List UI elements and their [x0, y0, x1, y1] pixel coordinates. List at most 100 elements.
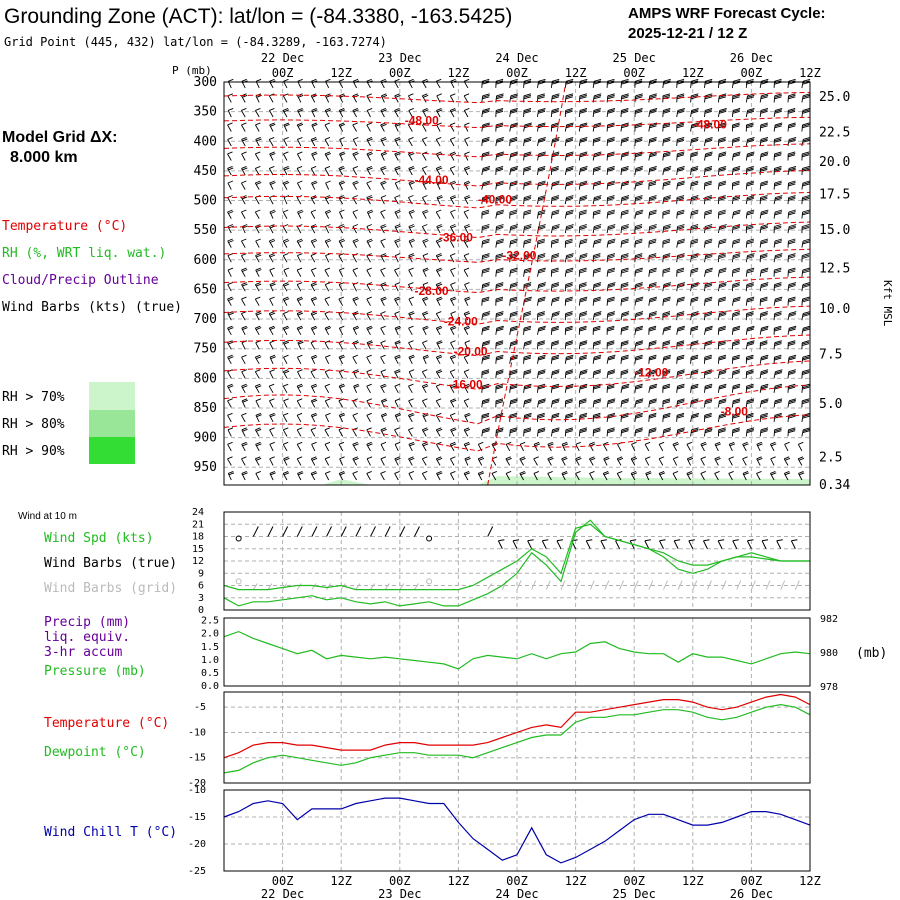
wind-barb — [422, 282, 429, 292]
wind-barb — [463, 253, 470, 263]
wind-barb — [324, 238, 332, 248]
wind-barb — [422, 209, 429, 219]
wind-barb — [408, 224, 415, 234]
wind-barb — [352, 180, 359, 190]
wind-barb — [537, 282, 546, 292]
wind-barb — [523, 136, 532, 147]
wind-barb — [523, 296, 532, 306]
wind-barb — [408, 412, 415, 423]
wind-barb — [408, 180, 415, 190]
wind-barb — [770, 441, 777, 452]
wind-barb — [745, 398, 755, 408]
wind-barb — [269, 412, 276, 423]
wind-barb — [449, 93, 456, 103]
wind-barb — [282, 296, 290, 306]
wind-barb — [745, 209, 755, 219]
surface-wind-barb-grid — [296, 583, 302, 590]
wind-barb — [564, 136, 574, 147]
wind-barb — [714, 456, 721, 466]
wind-barb — [436, 296, 443, 306]
day-label: 22 Dec — [261, 51, 304, 65]
wind-barb — [481, 165, 491, 176]
wind-barb — [620, 311, 630, 321]
wind-barb — [254, 296, 261, 306]
wind-barb — [578, 180, 588, 190]
wind-barb — [773, 93, 782, 103]
legend-wind-barbs-grid: Wind Barbs (grid) — [44, 581, 177, 596]
wind-barb — [352, 165, 359, 176]
wind-barb — [463, 267, 470, 277]
surface-wind-barb — [776, 539, 783, 549]
wind-barb — [759, 383, 769, 393]
wind-barb — [717, 311, 727, 321]
wind-barb — [495, 427, 504, 437]
model-grid-value: 8.000 km — [10, 149, 78, 166]
wind-barb — [394, 412, 402, 423]
wind-barb — [519, 456, 526, 466]
wind-barb — [801, 209, 810, 219]
wind-barb — [801, 311, 811, 321]
wind-barb — [366, 311, 372, 321]
pressure-panel: 2.5 2.0 1.5 1.0 0.5 0.0 982 980 978 — [201, 614, 838, 693]
wind-barb — [662, 369, 671, 379]
pressure-tick-label: 450 — [194, 164, 217, 179]
wind-barb — [592, 238, 602, 248]
wind-barb — [801, 398, 810, 408]
wind-barb — [634, 427, 643, 437]
wind-barb — [648, 369, 657, 379]
wind-barb — [550, 354, 560, 364]
wind-barb — [578, 78, 588, 88]
wind-barb — [606, 180, 616, 190]
wind-barb — [787, 165, 797, 176]
wind-barb — [241, 340, 248, 350]
wind-barb — [255, 311, 262, 321]
wind-barb — [523, 282, 532, 292]
wind-barb — [255, 253, 262, 263]
height-tick-label: 2.5 — [819, 451, 842, 466]
wind-barb — [634, 151, 643, 161]
wind-barb — [662, 93, 671, 103]
surface-wind-barb — [600, 539, 607, 549]
wind-barb — [634, 383, 643, 393]
wind-barb — [550, 311, 560, 321]
temperature-contour — [223, 305, 811, 325]
wind-barb — [394, 470, 400, 481]
wind-barb — [801, 325, 811, 335]
panel-frame — [223, 617, 811, 687]
wind-barb — [523, 122, 532, 132]
wind-barb — [241, 296, 247, 306]
surface-wind-barb-grid — [692, 580, 698, 590]
surface-wind-barb-grid — [575, 580, 581, 590]
wind-barb — [634, 195, 643, 205]
wind-barb — [449, 180, 457, 190]
time-tick-label: 12Z — [565, 66, 587, 80]
wind-barb — [592, 354, 602, 364]
wind-barb — [394, 383, 400, 394]
wind-barb — [578, 209, 587, 219]
wind-barb — [592, 398, 602, 408]
wind-barb — [564, 311, 573, 321]
wind-barb — [700, 456, 706, 466]
wind-barb — [463, 165, 471, 176]
surface-wind-barb — [790, 539, 798, 549]
wind-barb — [310, 456, 318, 466]
wind-barb — [547, 456, 554, 466]
surface-wind-barb — [384, 526, 391, 537]
wind-barb — [509, 136, 518, 147]
wind-barb — [394, 398, 401, 408]
wind-barb — [463, 354, 470, 365]
surface-wind-barb — [311, 526, 318, 537]
wind-barb — [436, 470, 443, 481]
wind-barb — [241, 456, 247, 466]
wind-barb — [338, 296, 344, 306]
wind-barb — [435, 165, 443, 176]
temperature-tick-label: -15 — [188, 753, 206, 764]
wind-barb — [255, 470, 261, 481]
wind-barb — [690, 296, 699, 306]
wind-barb — [283, 456, 290, 466]
wind-barb — [690, 383, 699, 393]
wind-barb — [227, 224, 234, 234]
temperature-contour — [223, 116, 811, 129]
wind-barb — [481, 398, 490, 408]
wind-barb — [578, 412, 588, 422]
